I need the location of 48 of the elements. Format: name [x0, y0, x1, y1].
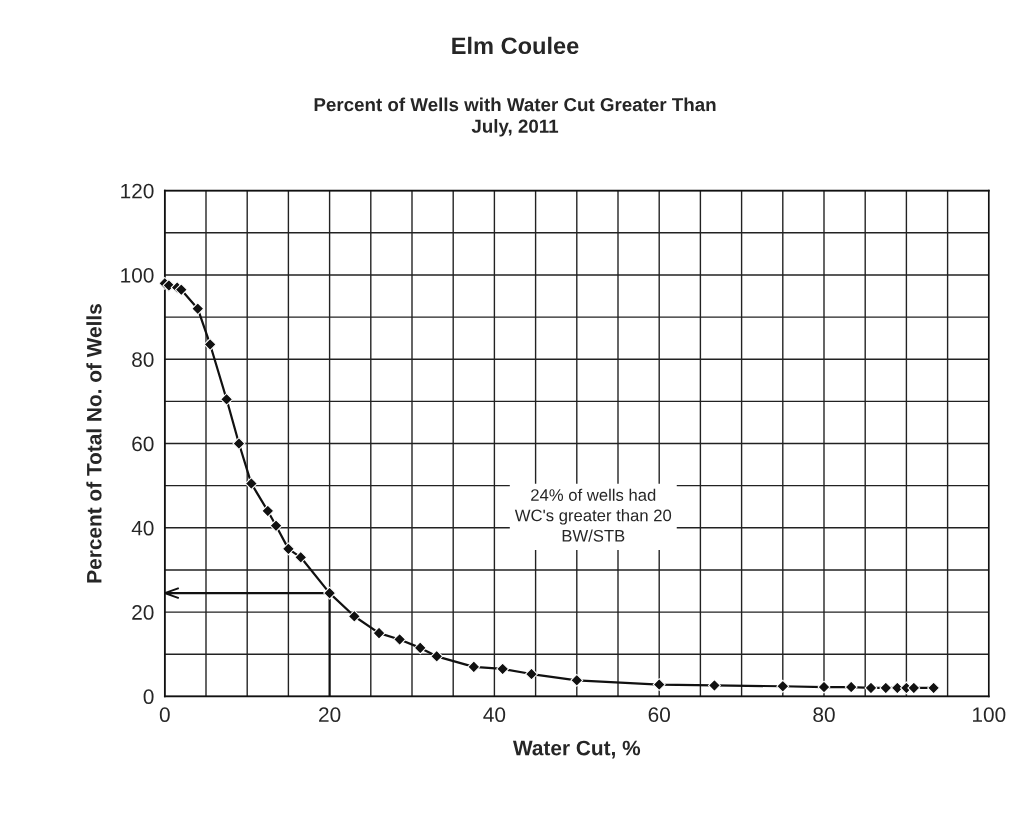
point — [372, 626, 386, 640]
point — [927, 681, 940, 695]
point — [162, 279, 176, 292]
y-axis-title: Percent of Total No. of Wells — [86, 304, 102, 583]
chart-title: Elm Coulee — [452, 36, 579, 55]
point — [323, 586, 337, 600]
point — [220, 392, 234, 406]
x-tick-label: 20 — [319, 707, 341, 723]
point — [261, 504, 275, 518]
x-tick-label: 40 — [483, 707, 506, 723]
point — [347, 609, 361, 623]
x-tick-label: 80 — [813, 707, 835, 723]
annotation: 24% of wells had WC's greater than 20 BW/STB — [514, 488, 672, 542]
point — [430, 649, 444, 663]
point — [191, 302, 205, 316]
x-tick-label: 0 — [159, 707, 170, 723]
x-axis-title: Water Cut, % — [512, 740, 641, 759]
point — [294, 550, 308, 564]
y-tick-label: 0 — [143, 689, 154, 705]
y-tick-label: 80 — [132, 352, 154, 367]
point — [413, 641, 427, 655]
y-tick-label: 20 — [132, 605, 154, 620]
y-tick-label: 120 — [121, 183, 154, 199]
point — [174, 283, 188, 297]
point — [232, 437, 246, 450]
point — [525, 667, 538, 681]
point — [496, 662, 510, 676]
point — [776, 679, 790, 693]
point — [708, 678, 721, 692]
point — [570, 673, 584, 687]
x-tick-label: 100 — [973, 707, 1006, 723]
point — [203, 338, 217, 351]
y-tick-label: 100 — [121, 267, 154, 283]
point — [844, 680, 858, 694]
point — [652, 678, 666, 691]
point — [244, 477, 258, 490]
point — [864, 681, 878, 695]
point — [817, 680, 831, 694]
point — [281, 542, 295, 556]
point — [393, 633, 407, 646]
point — [467, 660, 481, 674]
point — [879, 681, 893, 695]
point — [907, 681, 921, 695]
y-tick-label: 60 — [132, 436, 154, 452]
x-tick-label: 60 — [648, 707, 670, 723]
chart-subtitle: Percent of Wells with Water Cut Greater Than July, 2011 — [314, 97, 716, 137]
point — [269, 519, 283, 533]
y-tick-label: 40 — [131, 520, 154, 536]
